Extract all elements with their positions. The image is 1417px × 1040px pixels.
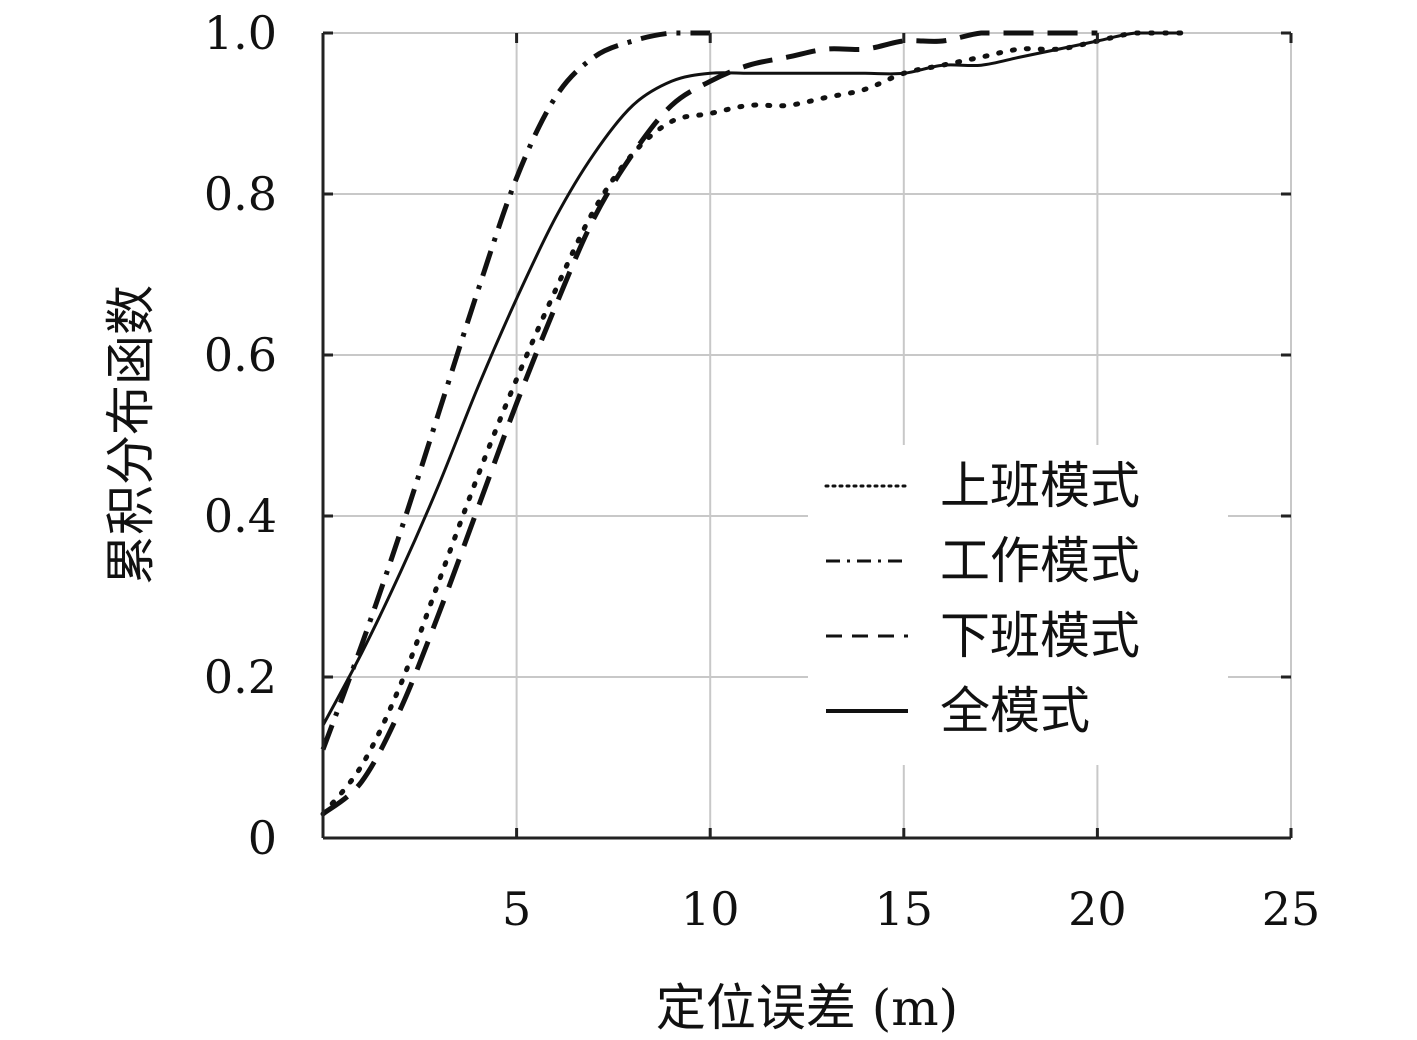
y-tick-label: 0.6 <box>204 328 277 382</box>
series-lines <box>320 30 1186 817</box>
series-line-3 <box>321 31 1183 727</box>
y-axis-title: 累积分布函数 <box>102 285 160 585</box>
y-tick-label: 0.2 <box>204 650 277 704</box>
axes <box>321 31 1293 840</box>
x-tick-label: 5 <box>502 882 531 936</box>
y-tick-label: 0 <box>248 811 277 865</box>
series-line-0 <box>320 30 1186 817</box>
series-line-1 <box>320 30 711 751</box>
x-tick-label: 25 <box>1262 882 1321 936</box>
legend-label-2: 下班模式 <box>940 607 1140 665</box>
x-tick-label: 15 <box>875 882 934 936</box>
legend-label-3: 全模式 <box>940 682 1090 740</box>
legend-label-1: 工作模式 <box>940 532 1140 590</box>
series-line-2 <box>321 30 1098 816</box>
tick-labels: 5 10 15 20 25 0 0.2 0.4 0.6 0.8 1.0 <box>204 6 1320 936</box>
y-tick-label: 1.0 <box>204 6 277 60</box>
x-tick-label: 10 <box>681 882 740 936</box>
legend-label-0: 上班模式 <box>940 457 1140 515</box>
x-tick-label: 20 <box>1068 882 1127 936</box>
x-axis-title: 定位误差 (m) <box>656 979 958 1037</box>
y-tick-label: 0.4 <box>204 489 277 543</box>
y-tick-label: 0.8 <box>204 167 277 221</box>
